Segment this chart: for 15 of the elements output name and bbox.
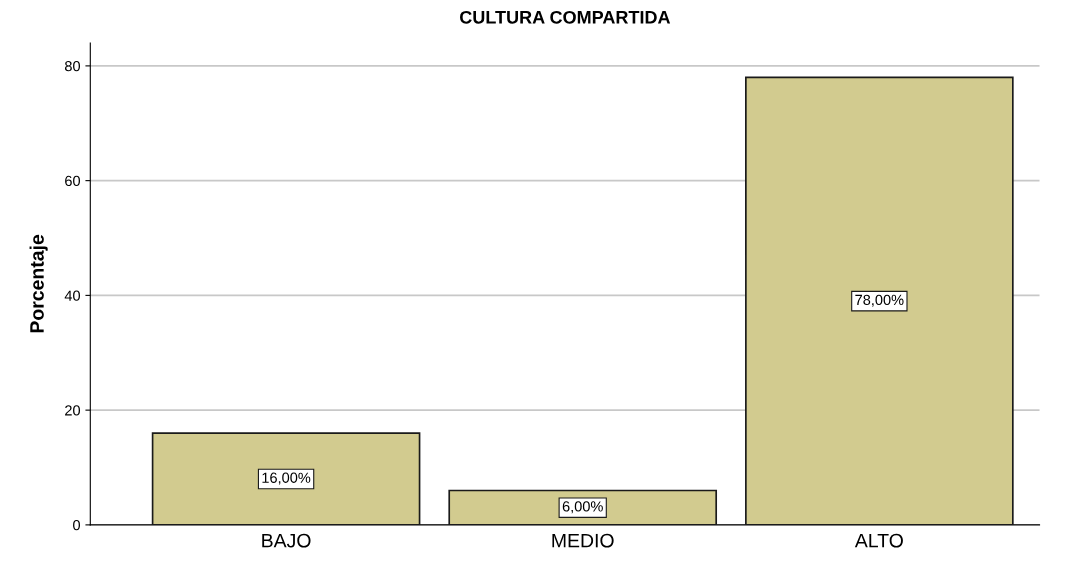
y-axis-title: Porcentaje (29, 234, 48, 333)
data-label: 16,00% (262, 472, 311, 485)
data-label: 6,00% (562, 501, 603, 514)
chart-title: CULTURA COMPARTIDA (460, 10, 671, 24)
x-tick-label: BAJO (262, 533, 311, 548)
y-tick-label: 40 (64, 290, 81, 301)
y-tick-label: 80 (64, 60, 81, 72)
data-label: 78,00% (855, 294, 904, 307)
y-tick-label: 60 (65, 175, 81, 187)
x-tick-label: ALTO (854, 533, 903, 548)
bar (151, 432, 421, 525)
x-tick-label: MEDIO (552, 533, 614, 548)
y-tick-label: 20 (65, 405, 81, 416)
y-tick-label: 0 (73, 519, 81, 531)
bar (745, 76, 1014, 525)
